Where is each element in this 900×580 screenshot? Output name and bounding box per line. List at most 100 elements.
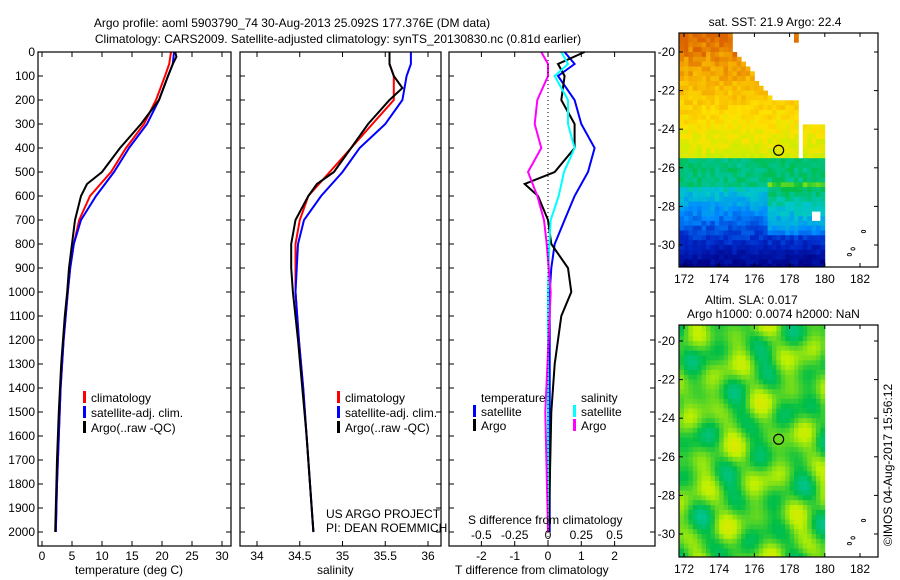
map-cell (785, 471, 790, 477)
map-cell (798, 452, 804, 458)
map-cell (688, 153, 694, 159)
map-cell (816, 249, 821, 255)
map-cell (780, 350, 786, 356)
map-cell (794, 114, 799, 120)
map-cell (710, 206, 716, 212)
map-cell (798, 538, 804, 544)
map-cell (728, 553, 733, 558)
map-cell (741, 389, 746, 395)
map-cell (820, 408, 826, 414)
map-cell (758, 129, 764, 135)
map-cell (745, 442, 751, 448)
map-cell (789, 529, 795, 535)
map-cell (763, 172, 768, 178)
map-cell (706, 369, 711, 376)
map-cell (820, 553, 826, 558)
map-cell (802, 259, 808, 265)
map-cell (763, 534, 768, 540)
map-cell (736, 432, 742, 438)
map-cell (789, 452, 795, 458)
legend-swatch-satellite (337, 406, 340, 418)
map-cell (763, 398, 768, 405)
map-cell (816, 471, 821, 477)
map-cell (776, 403, 782, 409)
map-cell (692, 211, 698, 217)
map-cell (794, 331, 799, 337)
island-outline (847, 542, 852, 546)
map-cell (728, 360, 733, 366)
map-cell (679, 394, 685, 400)
map-cell (811, 509, 817, 516)
map-cell (714, 191, 720, 198)
map-cell (728, 264, 733, 268)
map-cell (701, 374, 707, 380)
map-cell (710, 230, 716, 236)
map-cell (780, 187, 786, 193)
map-cell (750, 374, 755, 380)
map-cell (741, 148, 746, 154)
map-cell (736, 172, 742, 178)
map-cell (750, 148, 755, 154)
map-cell (697, 447, 702, 453)
map-cell (807, 129, 812, 135)
map-cell (763, 403, 768, 409)
map-cell (728, 548, 733, 554)
map-cell (745, 480, 751, 487)
map-cell (723, 167, 729, 173)
map-cell (745, 389, 751, 395)
map-cell (697, 374, 702, 380)
map-cell (732, 119, 738, 125)
map-cell (772, 177, 777, 183)
map-cell (684, 355, 689, 361)
map-cell (701, 259, 707, 265)
map-cell (741, 206, 746, 212)
map-cell (816, 325, 821, 327)
map-cell (767, 167, 773, 173)
map-cell (692, 109, 698, 116)
map-cell (723, 163, 729, 169)
map-cell (732, 331, 738, 337)
map-cell (736, 514, 742, 520)
lat-tick-label: -30 (658, 238, 676, 252)
map-cell (679, 52, 685, 58)
map-cell (780, 245, 786, 251)
map-cell (684, 153, 689, 159)
map-cell (802, 360, 808, 366)
map-cell (692, 394, 698, 400)
map-cell (745, 413, 751, 419)
map-cell (776, 452, 782, 458)
map-cell (692, 365, 698, 371)
map-cell (776, 485, 782, 491)
map-cell (789, 187, 795, 193)
map-cell (772, 143, 777, 149)
map-cell (684, 196, 689, 202)
map-cell (728, 538, 733, 544)
map-cell (692, 403, 698, 409)
map-cell (706, 461, 711, 467)
map-cell (794, 403, 799, 409)
map-cell (816, 369, 821, 376)
map-cell (802, 423, 808, 429)
map-cell (807, 432, 812, 438)
map-cell (728, 341, 733, 347)
map-cell (807, 452, 812, 458)
map-cell (807, 553, 812, 558)
map-cell (794, 134, 799, 140)
map-cell (811, 129, 817, 135)
map-cell (802, 345, 808, 351)
map-cell (807, 524, 812, 530)
map-cell (719, 201, 724, 207)
map-cell (684, 216, 689, 222)
map-cell (684, 240, 689, 246)
map-cell (785, 365, 790, 371)
map-cell (754, 379, 760, 385)
map-cell (697, 177, 702, 183)
map-cell (802, 418, 808, 424)
map-cell (811, 360, 817, 366)
map-cell (802, 432, 808, 438)
map-cell (794, 500, 799, 506)
map-cell (728, 71, 733, 77)
map-cell (754, 365, 760, 371)
map-cell (811, 254, 817, 260)
map-cell (767, 100, 773, 106)
